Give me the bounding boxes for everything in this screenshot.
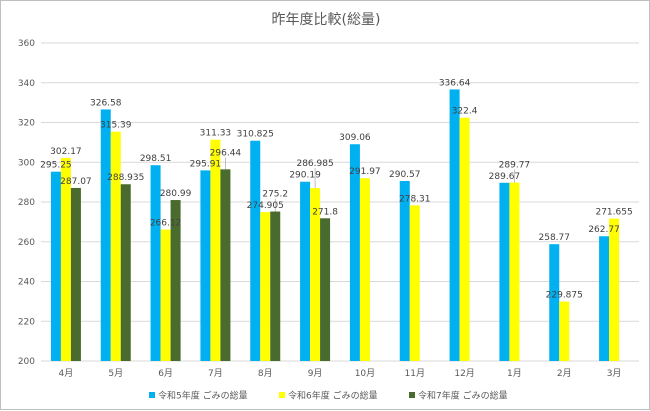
bar	[509, 182, 520, 361]
bar	[409, 205, 420, 361]
bar	[200, 170, 211, 361]
bar	[100, 109, 111, 362]
data-label: 266.12	[150, 219, 182, 229]
x-tick-label: 10月	[355, 368, 375, 379]
bar	[150, 165, 161, 361]
bar	[499, 182, 510, 361]
bar	[170, 200, 181, 361]
data-label: 229.875	[546, 291, 583, 301]
bar	[220, 169, 231, 361]
bar	[260, 212, 271, 361]
x-tick-label: 4月	[59, 368, 74, 379]
bar	[449, 89, 460, 361]
y-tick-label: 200	[18, 357, 35, 367]
chart-title: 昨年度比較(総量)	[272, 12, 381, 28]
data-label: 295.91	[190, 159, 222, 169]
data-label: 322.4	[452, 107, 478, 117]
data-label: 309.06	[339, 133, 371, 143]
data-label: 296.44	[210, 148, 242, 158]
bar	[60, 157, 71, 361]
x-tick-label: 3月	[607, 368, 622, 379]
data-label: 280.99	[160, 189, 192, 199]
data-label: 286.985	[296, 159, 333, 169]
bar	[599, 236, 610, 361]
data-label: 287.07	[60, 177, 92, 187]
x-tick-label: 6月	[158, 368, 173, 379]
data-label: 271.655	[595, 208, 632, 218]
data-label: 275.2	[262, 190, 288, 200]
bar	[50, 171, 61, 361]
data-label: 289.77	[499, 161, 531, 171]
bar	[160, 229, 171, 361]
data-label: 288.935	[107, 173, 144, 183]
x-tick-label: 8月	[258, 368, 273, 379]
data-label: 258.77	[539, 233, 571, 243]
data-label: 278.31	[399, 194, 431, 204]
bar	[270, 211, 281, 361]
legend-swatch	[409, 392, 415, 398]
data-label: 298.51	[140, 154, 172, 164]
legend-label: 令和6年度 ごみの総量	[288, 390, 378, 402]
bar	[250, 140, 261, 361]
legend-swatch	[149, 392, 155, 398]
y-tick-label: 220	[18, 317, 35, 327]
bar	[210, 139, 221, 361]
y-tick-label: 300	[18, 158, 35, 168]
bar	[70, 187, 81, 361]
bar	[320, 218, 331, 361]
bar	[559, 301, 570, 361]
y-tick-label: 340	[18, 79, 35, 89]
bar	[310, 188, 321, 361]
bar	[359, 178, 370, 361]
bar	[349, 144, 360, 361]
data-label: 311.33	[200, 129, 232, 139]
data-label: 326.58	[90, 98, 122, 108]
bar	[110, 131, 121, 361]
data-label: 290.19	[289, 171, 321, 181]
data-label: 290.57	[389, 170, 421, 180]
data-label: 274.905	[247, 201, 284, 211]
bar	[609, 218, 620, 361]
y-tick-label: 360	[18, 39, 35, 49]
bar	[459, 117, 470, 361]
bar	[399, 180, 410, 361]
bar	[120, 184, 131, 361]
x-tick-label: 12月	[454, 368, 474, 379]
x-tick-label: 11月	[405, 368, 425, 379]
x-tick-label: 2月	[557, 368, 572, 379]
x-tick-label: 1月	[507, 368, 522, 379]
data-label: 336.64	[439, 78, 471, 88]
bar	[300, 181, 311, 361]
x-tick-label: 5月	[108, 368, 123, 379]
x-tick-label: 9月	[308, 368, 323, 379]
legend-label: 令和5年度 ごみの総量	[158, 390, 248, 402]
legend-swatch	[279, 392, 285, 398]
data-label: 310.825	[237, 130, 274, 140]
data-label: 315.39	[100, 121, 132, 131]
data-label: 295.25	[40, 161, 72, 171]
x-tick-label: 7月	[208, 368, 223, 379]
bar	[549, 244, 560, 361]
y-tick-label: 240	[18, 278, 35, 288]
data-label: 262.77	[588, 225, 620, 235]
data-label: 302.17	[50, 147, 82, 157]
y-tick-label: 280	[18, 198, 35, 208]
legend-label: 令和7年度 ごみの総量	[418, 390, 508, 402]
data-label: 271.8	[312, 207, 338, 217]
y-tick-label: 260	[18, 238, 35, 248]
y-tick-label: 320	[18, 119, 35, 129]
data-label: 291.97	[349, 167, 381, 177]
data-label: 289.67	[489, 172, 521, 182]
